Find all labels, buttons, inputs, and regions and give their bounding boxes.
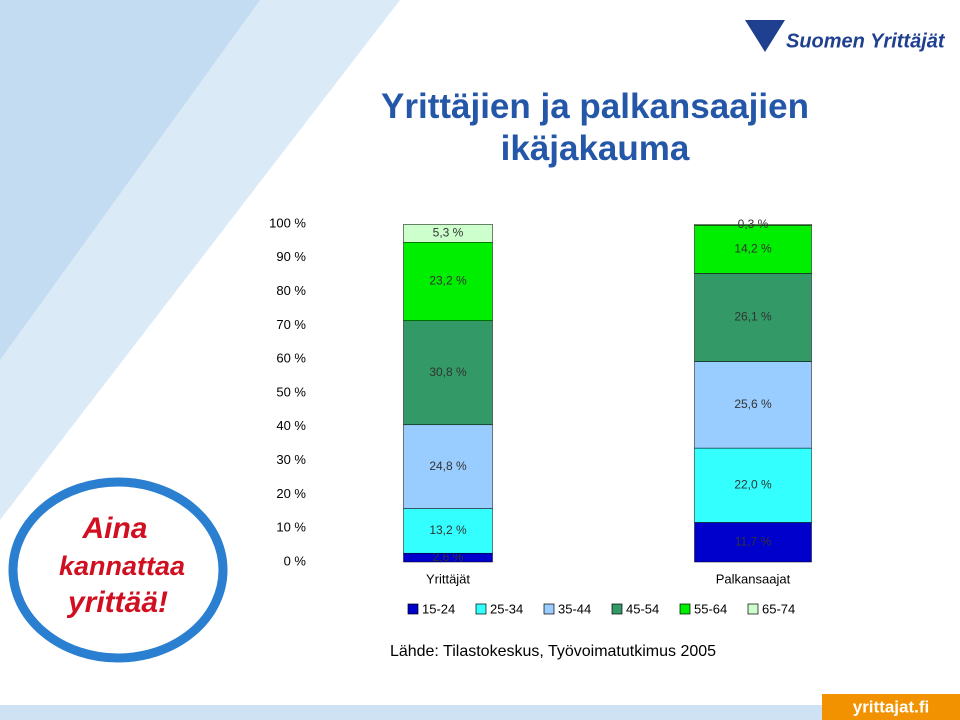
value-label: 25,6 % — [734, 397, 772, 411]
footer-box — [822, 694, 960, 720]
x-tick-label: Yrittäjät — [426, 571, 470, 586]
bar-segment — [403, 224, 493, 243]
legend-swatch — [611, 603, 623, 615]
legend-label: 45-54 — [626, 601, 659, 616]
value-label: 24,8 % — [429, 459, 467, 473]
source: Lähde: Tilastokeskus, Työvoimatutkimus 2… — [390, 643, 716, 660]
legend-swatch — [679, 603, 691, 615]
badge — [8, 477, 228, 663]
y-tick-label: 80 % — [276, 283, 306, 298]
bar-segment — [694, 224, 812, 226]
legend-label: 55-64 — [694, 601, 727, 616]
value-label: 0,3 % — [738, 217, 769, 231]
value-label: 5,3 % — [433, 225, 464, 239]
value-label: 22,0 % — [734, 477, 772, 491]
value-label: 11,7 % — [735, 534, 772, 548]
bar-segment — [694, 225, 812, 274]
y-tick-label: 60 % — [276, 351, 306, 366]
background-shape — [0, 0, 260, 360]
bar-segment — [403, 424, 493, 509]
badge-text: yrittää! — [66, 586, 168, 619]
legend-swatch — [475, 603, 487, 615]
value-label: 30,8 % — [429, 365, 467, 379]
legend-label: 65-74 — [762, 601, 795, 616]
y-tick-label: 100 % — [269, 215, 306, 230]
footer-text: yrittajat.fi — [853, 697, 930, 716]
value-label: 14,2 % — [734, 242, 772, 256]
y-tick-label: 40 % — [276, 418, 306, 433]
bar-segment — [403, 320, 493, 426]
y-tick-label: 50 % — [276, 384, 306, 399]
value-label: 23,2 % — [429, 274, 467, 288]
legend-swatch — [747, 603, 759, 615]
legend-swatch — [407, 603, 419, 615]
x-tick-label: Palkansaajat — [716, 571, 791, 586]
value-label: 26,1 % — [734, 310, 772, 324]
legend-label: 25-34 — [490, 601, 523, 616]
footer-strip — [0, 705, 960, 720]
y-tick-label: 0 % — [284, 553, 307, 568]
bar-segment — [694, 273, 812, 362]
logo-text: Suomen Yrittäjät — [786, 30, 946, 52]
badge-text: Aina — [81, 512, 147, 545]
bar-segment — [403, 242, 493, 321]
legend-label: 35-44 — [558, 601, 591, 616]
bar-segment — [694, 522, 812, 563]
y-tick-label: 70 % — [276, 317, 306, 332]
chart-title: Yrittäjien ja palkansaajien ikäjakauma — [381, 87, 809, 168]
y-tick-label: 10 % — [276, 520, 306, 535]
y-tick-label: 90 % — [276, 249, 306, 264]
y-tick-label: 20 % — [276, 486, 306, 501]
legend-swatch — [543, 603, 555, 615]
bar-segment — [694, 361, 812, 449]
bar-segment — [403, 508, 493, 554]
legend-label: 15-24 — [422, 601, 455, 616]
badge-text: kannattaa — [59, 551, 185, 581]
logo-mark — [745, 20, 785, 52]
value-label: 13,2 % — [429, 523, 467, 537]
bar-segment — [694, 447, 812, 523]
y-tick-label: 30 % — [276, 452, 306, 467]
